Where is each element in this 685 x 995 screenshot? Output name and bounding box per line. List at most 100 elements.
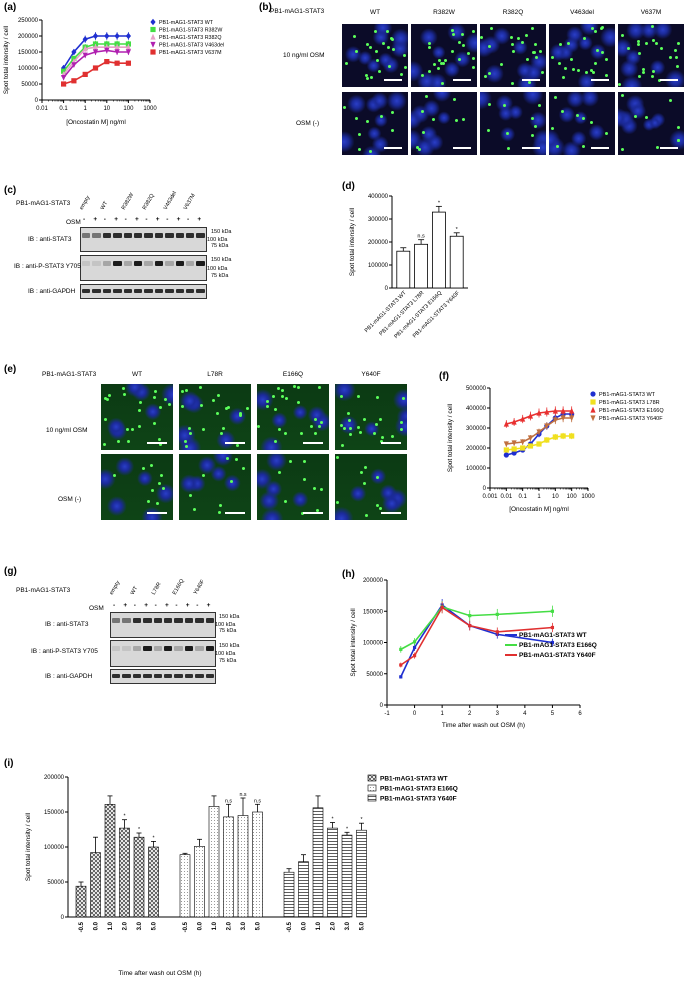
chart-f-xtick-label-2: 0.1 xyxy=(518,494,527,500)
marker-c2-75: 75 kDa xyxy=(211,273,229,279)
chart-a-xtick-label-0: 0.01 xyxy=(36,106,48,112)
chart-a-series-4 xyxy=(61,59,131,87)
b-column-label-3: V463del xyxy=(570,9,594,16)
chart-f-point-1-4 xyxy=(536,441,542,447)
c-osm-sign-2: - xyxy=(103,216,106,223)
g-osm-sign-2: - xyxy=(133,602,136,609)
chart-h-point-2-1 xyxy=(412,654,417,658)
row-label-e-osm: 10 ng/ml OSM xyxy=(46,427,88,434)
g-osm-sign-8: - xyxy=(196,602,199,609)
c-osm-sign-6: - xyxy=(145,216,148,223)
b-column-label-1: R382W xyxy=(433,9,455,16)
chart-i-bar-1-4 xyxy=(237,815,249,918)
chart-i-annotation-0-3: * xyxy=(123,814,125,820)
chart-i-category-label-2-4: 3.0 xyxy=(345,921,351,930)
b-image-r0-c0 xyxy=(342,24,408,87)
marker-g2-75: 75 kDa xyxy=(219,658,237,664)
blot-g-gapdh xyxy=(110,669,216,684)
chart-i-series-1: -0.5 0.0 1.0 n.s 2.0 n.s 3.0 n.s 5.0 xyxy=(179,792,263,932)
construct-label-e: PB1-mAG1-STAT3 xyxy=(42,371,97,378)
chart-i-bar-2-5 xyxy=(356,829,367,918)
chart-f-xtick-label-3: 1 xyxy=(537,494,541,500)
chart-f-ytick-label-0: 0 xyxy=(483,486,487,492)
chart-a-xtick-label-3: 10 xyxy=(103,106,110,112)
chart-a-point-4-2 xyxy=(82,71,88,77)
chart-d-annotation-1: n.s xyxy=(417,234,425,240)
chart-h-series-line-2 xyxy=(400,606,553,666)
chart-f-xtick-label-6: 1000 xyxy=(581,494,595,500)
chart-f-point-2-2 xyxy=(520,415,526,422)
chart-f-series-3 xyxy=(503,413,575,448)
g-lane-label-2: L78R xyxy=(150,581,163,596)
chart-d-annotation-3: * xyxy=(456,227,459,233)
blot-label-c-gapdh: IB : anti-GAPDH xyxy=(28,288,76,295)
blot-c-stat3 xyxy=(80,227,207,252)
c-osm-sign-1: + xyxy=(93,216,98,223)
chart-i-ytick-label-4: 200000 xyxy=(44,775,65,781)
chart-f-legend: PB1-mAG1-STAT3 WT PB1-mAG1-STAT3 L78R PB1-… xyxy=(590,391,664,422)
chart-h-xlabel: Time after wash out OSM (h) xyxy=(442,722,525,729)
b-image-r0-c4 xyxy=(618,24,684,87)
chart-h-point-2-0 xyxy=(399,663,403,667)
chart-f-legend-marker-0 xyxy=(590,391,596,397)
chart-a-point-2-2 xyxy=(82,45,88,52)
chart-a-point-1-1 xyxy=(71,55,77,61)
chart-h-point-2-5 xyxy=(550,625,555,630)
chart-i-bar-0-1 xyxy=(90,852,101,918)
chart-f-point-1-0 xyxy=(503,447,509,453)
b-column-label-2: R382Q xyxy=(502,9,524,16)
chart-i-ytick-label-2: 100000 xyxy=(44,845,65,851)
chart-i-ytick-label-0: 0 xyxy=(61,915,65,921)
chart-a-point-0-4 xyxy=(104,32,110,40)
chart-f-ytick-label-2: 200000 xyxy=(466,446,487,452)
chart-f-point-2-5 xyxy=(544,408,550,415)
chart-f-legend-label-1: PB1-mAG1-STAT3 L78R xyxy=(599,400,660,406)
g-osm-sign-0: - xyxy=(113,602,116,609)
panel-label-c: (c) xyxy=(4,185,17,196)
chart-i-category-label-0-2: 1.0 xyxy=(108,921,114,930)
b-column-label-4: V637M xyxy=(640,9,662,16)
c-lane-label-2: R382W xyxy=(120,192,136,211)
c-osm-sign-5: + xyxy=(135,216,139,223)
chart-f: 0 100000 200000 300000 400000 500000 0.001 0.01… xyxy=(447,386,664,513)
chart-f-ytick-label-5: 500000 xyxy=(466,386,487,392)
chart-i-bar-1-5 xyxy=(252,811,263,918)
blot-c-pstat3 xyxy=(80,255,207,281)
marker-g1-150: 150 kDa xyxy=(219,614,240,620)
c-osm-sign-11: + xyxy=(197,216,202,223)
panel-label-i: (i) xyxy=(4,758,14,769)
osm-label-c: OSM xyxy=(66,219,81,226)
chart-a-ytick-label-0: 0 xyxy=(35,98,39,104)
e-column-label-0: WT xyxy=(131,371,143,378)
chart-a-point-4-6 xyxy=(125,60,131,66)
chart-d-bar-0 xyxy=(396,250,411,289)
chart-a-ytick-label-1: 50000 xyxy=(21,82,38,88)
chart-f-point-1-2 xyxy=(520,445,526,451)
chart-i-category-label-1-2: 1.0 xyxy=(212,921,218,930)
chart-d-ylabel: Spot total intensity / cell xyxy=(349,207,356,276)
chart-i-bar-0-5 xyxy=(148,846,159,918)
chart-i-category-label-0-1: 0.0 xyxy=(94,921,100,930)
chart-f-point-2-6 xyxy=(552,407,558,414)
chart-a-point-3-0 xyxy=(61,75,67,81)
chart-f-legend-marker-2 xyxy=(590,406,596,413)
marker-c2-150: 150 kDa xyxy=(211,257,232,263)
c-lane-label-4: V463del xyxy=(162,190,178,211)
chart-h-point-1-3 xyxy=(468,614,472,618)
chart-h-xtick-label-5: 4 xyxy=(523,711,527,717)
chart-f-point-3-2 xyxy=(520,439,526,446)
chart-i-category-label-0-4: 3.0 xyxy=(137,921,143,930)
e-column-label-1: L78R xyxy=(207,371,223,378)
c-osm-sign-7: + xyxy=(155,216,160,223)
chart-h-ytick-label-1: 50000 xyxy=(366,672,383,678)
chart-a-point-2-3 xyxy=(92,44,99,50)
chart-h-point-2-2 xyxy=(440,605,444,610)
chart-f-point-1-6 xyxy=(552,434,558,440)
scale-bar xyxy=(303,512,323,514)
chart-a-legend-marker-4 xyxy=(150,49,156,55)
chart-i-category-label-1-3: 2.0 xyxy=(227,921,233,930)
chart-a-legend-marker-0 xyxy=(150,18,156,26)
chart-f-point-2-8 xyxy=(569,407,575,414)
chart-h-xtick-label-6: 5 xyxy=(551,711,555,717)
